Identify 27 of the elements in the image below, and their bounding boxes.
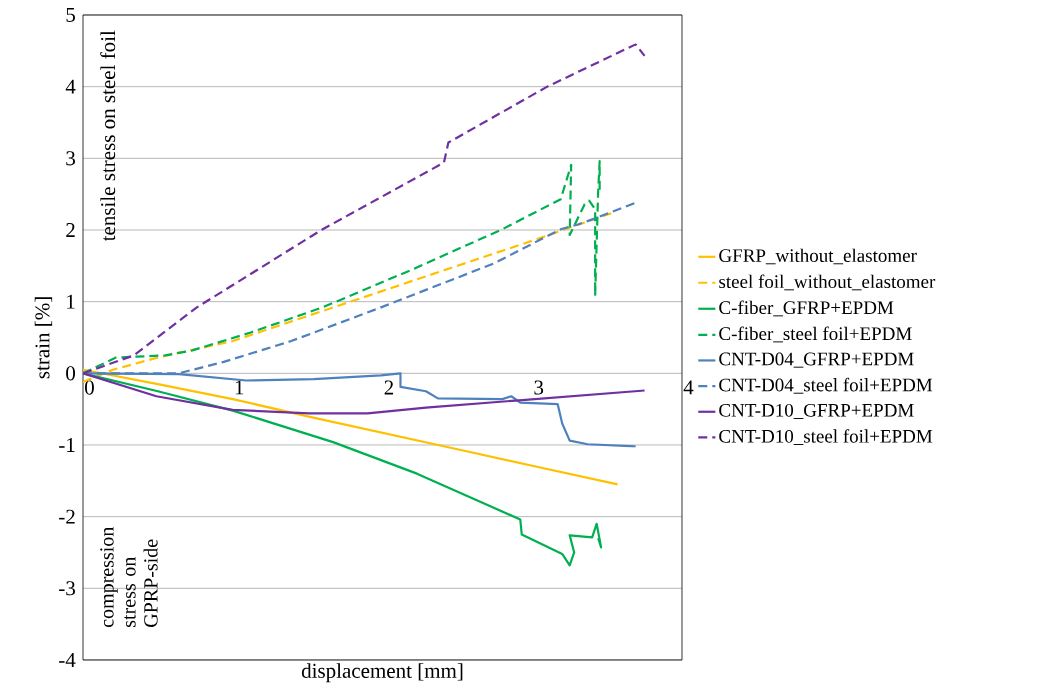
legend-label: CNT-D04_GFRP+EPDM: [719, 352, 914, 368]
y-tick-label: 4: [65, 79, 76, 94]
annotation: compression stress on GPRP-side: [100, 526, 158, 627]
y-tick-label: 2: [66, 222, 75, 237]
y-tick-label: 1: [67, 294, 75, 309]
y-tick-label: -3: [59, 581, 75, 596]
y-tick-label: 3: [66, 151, 75, 166]
x-tick-label: 4: [683, 380, 694, 395]
x-tick-label: 3: [534, 380, 544, 395]
legend-label: CNT-D10_steel foil+EPDM: [719, 429, 933, 445]
x-tick-label: 1: [235, 380, 244, 395]
legend-label: C-fiber_GFRP+EPDM: [719, 300, 894, 317]
y-axis-title: strain [%]: [34, 297, 53, 379]
y-tick-label: 5: [66, 7, 75, 22]
legend-label: CNT-D04_steel foil+EPDM: [719, 377, 933, 394]
legend-label: steel foil_without_elastomer: [719, 274, 936, 291]
x-tick-label: 2: [384, 380, 394, 395]
legend-label: C-fiber_steel foil+EPDM: [719, 326, 912, 343]
y-tick-label: -2: [59, 509, 75, 524]
legend-label: GFRP_without_elastomer: [719, 248, 917, 265]
x-axis-title: displacement [mm]: [301, 663, 463, 683]
x-tick-label: 0: [85, 380, 94, 395]
y-tick-label: 0: [66, 366, 76, 381]
y-tick-label: -4: [59, 652, 76, 667]
y-tick-label: -1: [59, 437, 75, 452]
legend-label: CNT-D10_GFRP+EPDM: [719, 403, 914, 419]
annotation: tensile stress on steel foil: [100, 30, 116, 241]
